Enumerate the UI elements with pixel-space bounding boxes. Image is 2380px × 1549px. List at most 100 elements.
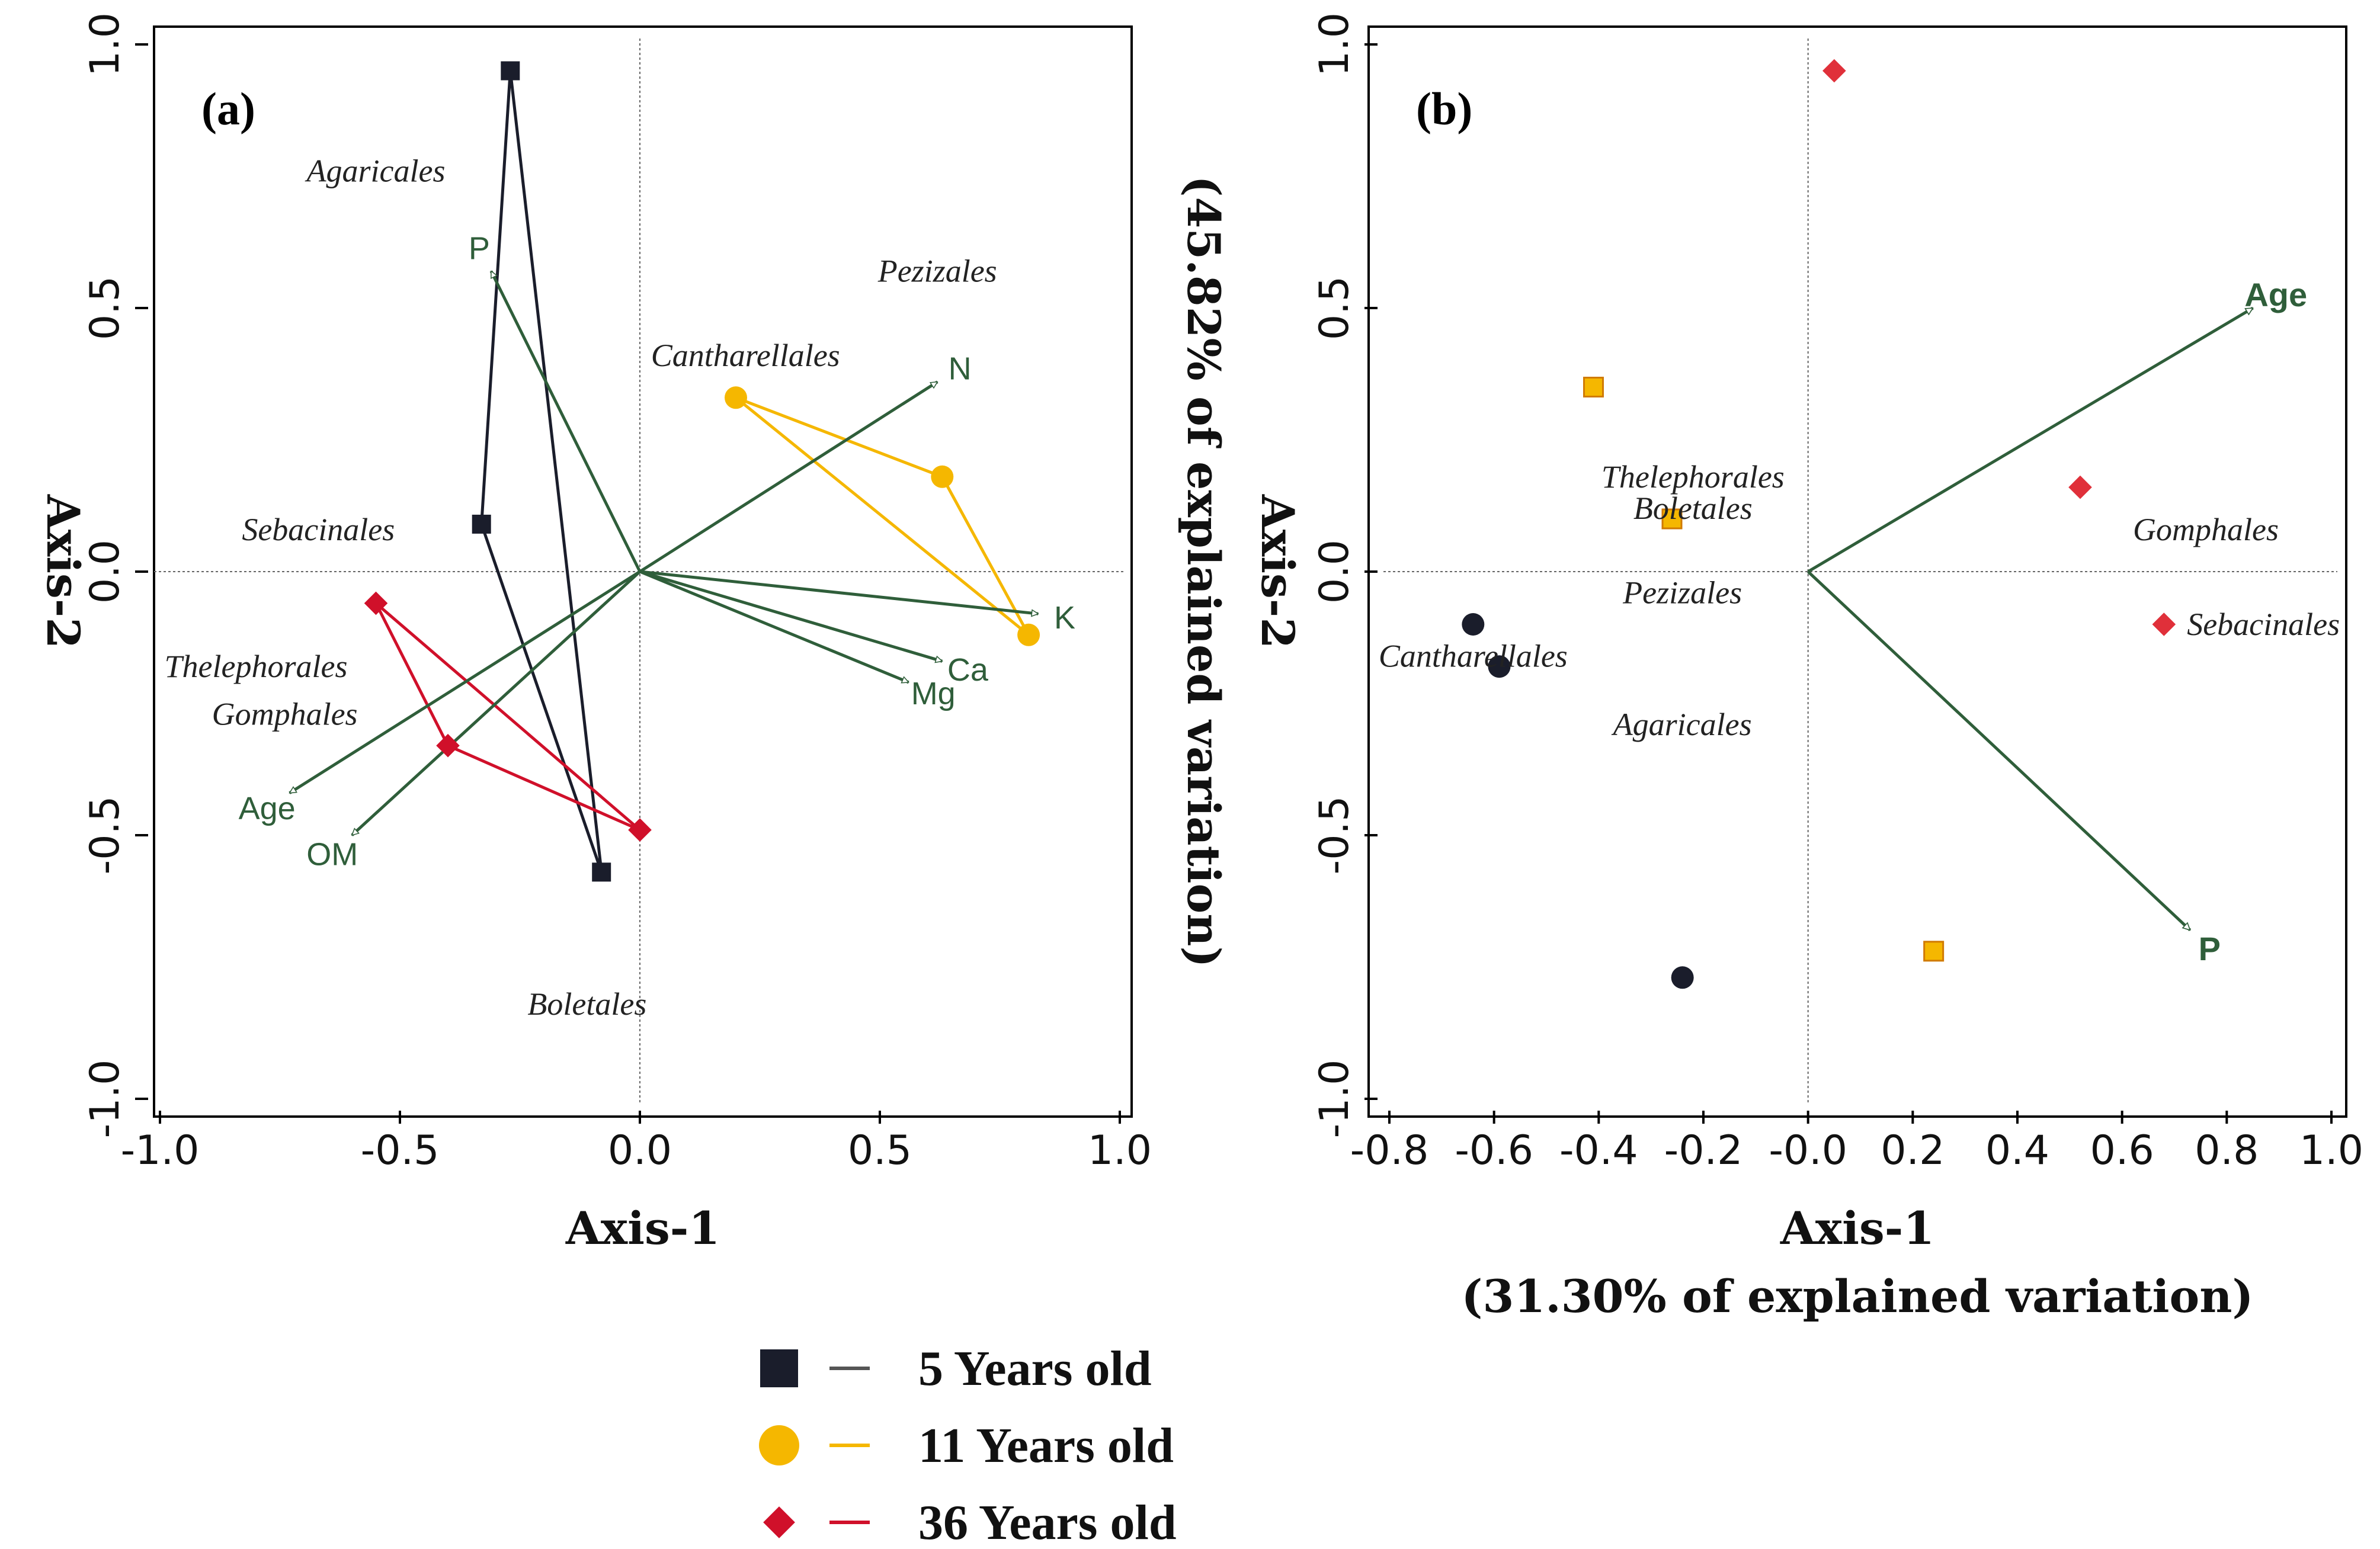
pb-x-tick-label: 0.4 xyxy=(1985,1127,2049,1174)
panel-b-zero-lines xyxy=(1383,39,2337,1105)
pb-taxon-sebacinales: Sebacinales xyxy=(2187,607,2340,642)
panel-b: -0.8 -0.6 -0.4 -0.2 -0.0 0.2 0.4 0.6 0.8 1.0 -1.0 -… xyxy=(1177,12,2363,1323)
pb-x-tick-label: -0.0 xyxy=(1769,1127,1847,1174)
pa-vector-label-p: P xyxy=(469,230,490,266)
pa-point-36-years-old xyxy=(364,591,388,615)
pb-x-tick-label: 1.0 xyxy=(2299,1127,2363,1174)
pb-vector-age xyxy=(1807,306,2253,573)
panel-a-taxa: Agaricales Pezizales Cantharellales Sebacin… xyxy=(165,153,997,1022)
pb-taxon-gomphales: Gomphales xyxy=(2133,512,2279,547)
pb-x-tick-label: 0.2 xyxy=(1881,1127,1945,1174)
pb-taxon-pezizales: Pezizales xyxy=(1622,575,1742,611)
pa-x-tick-label: -1.0 xyxy=(121,1127,200,1174)
pa-y-tick-label: -0.5 xyxy=(82,796,129,875)
pa-hull-36-years-old xyxy=(374,602,641,832)
panel-b-x-axis-label: Axis-1 xyxy=(1780,1202,1934,1255)
pb-point-5-years-old xyxy=(1671,966,1694,989)
legend-marker-square xyxy=(760,1349,798,1387)
pa-vector-p xyxy=(489,271,642,573)
pa-point-5-years-old xyxy=(472,514,491,534)
pa-vector-k xyxy=(639,570,1038,614)
pa-vector-label-mg: Mg xyxy=(911,676,956,711)
pa-y-tick-label: 1.0 xyxy=(82,12,129,76)
panel-a-label: (a) xyxy=(201,83,255,134)
pb-x-tick-label: 0.6 xyxy=(2090,1127,2154,1174)
legend-item-5-years: 5 Years old xyxy=(760,1341,1152,1396)
pb-x-tick-label: -0.4 xyxy=(1559,1127,1638,1174)
pb-point-11-years-old xyxy=(1923,941,1945,962)
panel-a-points xyxy=(364,61,1040,882)
pb-x-tick-label: -0.2 xyxy=(1664,1127,1743,1174)
pb-x-tick-label: 0.8 xyxy=(2195,1127,2259,1174)
panel-b-y-axis-label: Axis-2 xyxy=(1251,494,1304,649)
legend-item-11-years: 11 Years old xyxy=(759,1418,1174,1473)
pb-taxon-agaricales: Agaricales xyxy=(1612,707,1752,742)
pa-point-11-years-old xyxy=(1017,623,1040,646)
pa-point-5-years-old xyxy=(592,862,611,882)
pa-vector-age xyxy=(290,570,641,794)
panel-a: -1.0 -0.5 0.0 0.5 1.0 -1.0 -0.5 0.0 0.5 1.0 P N K Ca… xyxy=(37,12,1152,1255)
pb-point-11-years-old xyxy=(1661,508,1683,530)
pb-point-5-years-old xyxy=(1462,613,1485,636)
panel-b-vectors: Age P xyxy=(1806,276,2307,967)
pa-vector-label-n: N xyxy=(949,351,972,386)
panel-b-label: (b) xyxy=(1416,83,1472,134)
pa-vector-om xyxy=(351,570,641,836)
pb-taxon-cantharellales: Cantharellales xyxy=(1379,638,1568,674)
pa-taxon-gomphales: Gomphales xyxy=(212,696,358,732)
pb-vector-p xyxy=(1806,570,2192,932)
legend: 5 Years old 11 Years old 36 Years old xyxy=(759,1341,1177,1549)
legend-label-36-years: 36 Years old xyxy=(918,1495,1177,1549)
pa-x-tick-label: 0.5 xyxy=(848,1127,912,1174)
pb-point-36-years-old xyxy=(2068,475,2092,499)
panel-a-y-axis-label: Axis-2 xyxy=(37,494,89,649)
pb-y-tick-label: 1.0 xyxy=(1311,12,1358,76)
legend-label-11-years: 11 Years old xyxy=(918,1418,1174,1473)
pb-y-tick-label: 0.0 xyxy=(1311,540,1358,604)
panel-a-ticks: -1.0 -0.5 0.0 0.5 1.0 -1.0 -0.5 0.0 0.5 1.0 xyxy=(82,12,1152,1174)
pa-vector-mg xyxy=(639,570,909,684)
pa-taxon-cantharellales: Cantharellales xyxy=(651,338,840,373)
legend-item-36-years: 36 Years old xyxy=(763,1495,1177,1549)
pa-point-11-years-old xyxy=(931,465,954,488)
pa-x-tick-label: 0.0 xyxy=(608,1127,672,1174)
pb-point-36-years-old xyxy=(1822,59,1846,83)
pb-y-tick-label: 0.5 xyxy=(1311,276,1358,340)
pb-x-tick-label: -0.6 xyxy=(1455,1127,1533,1174)
pa-vector-label-age: Age xyxy=(239,791,296,826)
pb-y-tick-label: -0.5 xyxy=(1311,796,1358,875)
panel-b-points xyxy=(1462,59,2176,989)
panel-a-group-hulls xyxy=(374,70,1030,873)
panel-b-x-axis-sublabel: (31.30% of explained variation) xyxy=(1462,1270,2254,1323)
pa-point-36-years-old xyxy=(628,818,652,842)
pa-taxon-boletales: Boletales xyxy=(527,986,646,1022)
pa-vector-label-om: OM xyxy=(306,836,358,872)
pb-taxon-boletales: Boletales xyxy=(1633,490,1753,526)
pa-point-5-years-old xyxy=(501,61,520,81)
pa-taxon-sebacinales: Sebacinales xyxy=(242,512,395,547)
pa-x-tick-label: -0.5 xyxy=(361,1127,440,1174)
pa-y-tick-label: 0.5 xyxy=(82,276,129,340)
pb-point-11-years-old xyxy=(1583,377,1604,397)
pa-hull-11-years-old xyxy=(735,396,1030,636)
pa-vector-label-k: K xyxy=(1054,600,1075,636)
pa-taxon-pezizales: Pezizales xyxy=(877,254,997,289)
pa-taxon-thelephorales: Thelephorales xyxy=(165,649,348,684)
pb-point-5-years-old xyxy=(1488,655,1511,678)
pb-point-36-years-old xyxy=(2152,612,2176,636)
pa-x-tick-label: 1.0 xyxy=(1088,1127,1152,1174)
pa-y-tick-label: -1.0 xyxy=(82,1060,129,1139)
legend-marker-circle xyxy=(759,1425,799,1465)
pb-taxon-thelephorales: Thelephorales xyxy=(1601,459,1785,495)
pa-taxon-agaricales: Agaricales xyxy=(305,153,446,189)
legend-label-5-years: 5 Years old xyxy=(918,1341,1152,1396)
pa-vector-label-ca: Ca xyxy=(947,652,989,688)
pa-point-36-years-old xyxy=(436,733,460,758)
pa-hull-5-years-old xyxy=(480,70,603,873)
pb-vector-label-p: P xyxy=(2199,930,2221,967)
pa-y-tick-label: 0.0 xyxy=(82,540,129,604)
panel-b-y-axis-sublabel: (45.82% of explained variation) xyxy=(1177,176,1230,968)
pb-y-tick-label: -1.0 xyxy=(1311,1060,1358,1139)
